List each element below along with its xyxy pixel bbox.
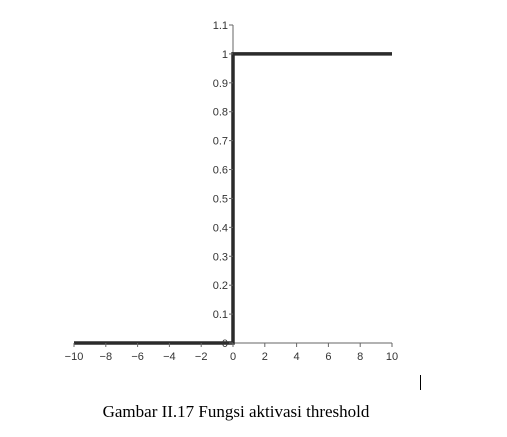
figure-caption: Gambar II.17 Fungsi aktivasi threshold: [102, 402, 370, 421]
ticks-layer: −10 −8 −6 −4 −2 0 2 4 6 8 10 0 0.1 0.2 0.3 0.4 0.5 0.6 0.7…: [65, 20, 398, 363]
y-tick-label: 1: [222, 49, 228, 61]
x-tick-label: −10: [65, 351, 84, 363]
y-tick-label: 0.4: [213, 222, 228, 234]
x-tick-label: 4: [294, 351, 300, 363]
text-cursor: [420, 375, 421, 390]
y-tick-label: 1.1: [213, 20, 228, 32]
y-tick-label: 0.6: [213, 165, 228, 177]
y-tick-label: 0.1: [213, 309, 228, 321]
y-tick-label: 0.9: [213, 78, 228, 90]
x-tick-label: 0: [230, 351, 236, 363]
x-tick-label: 10: [386, 351, 398, 363]
x-tick-label: 8: [357, 351, 363, 363]
x-tick-label: 6: [325, 351, 331, 363]
x-tick-label: −8: [100, 351, 113, 363]
x-tick-label: 2: [262, 351, 268, 363]
y-tick-label: 0: [222, 338, 228, 350]
y-tick-label: 0.2: [213, 280, 228, 292]
y-tick-label: 0.5: [213, 193, 228, 205]
y-tick-label: 0.3: [213, 251, 228, 263]
y-tick-label: 0.7: [213, 136, 228, 148]
x-tick-label: −4: [163, 351, 176, 363]
y-tick-label: 0.8: [213, 107, 228, 119]
x-tick-label: −6: [131, 351, 144, 363]
x-tick-label: −2: [195, 351, 208, 363]
